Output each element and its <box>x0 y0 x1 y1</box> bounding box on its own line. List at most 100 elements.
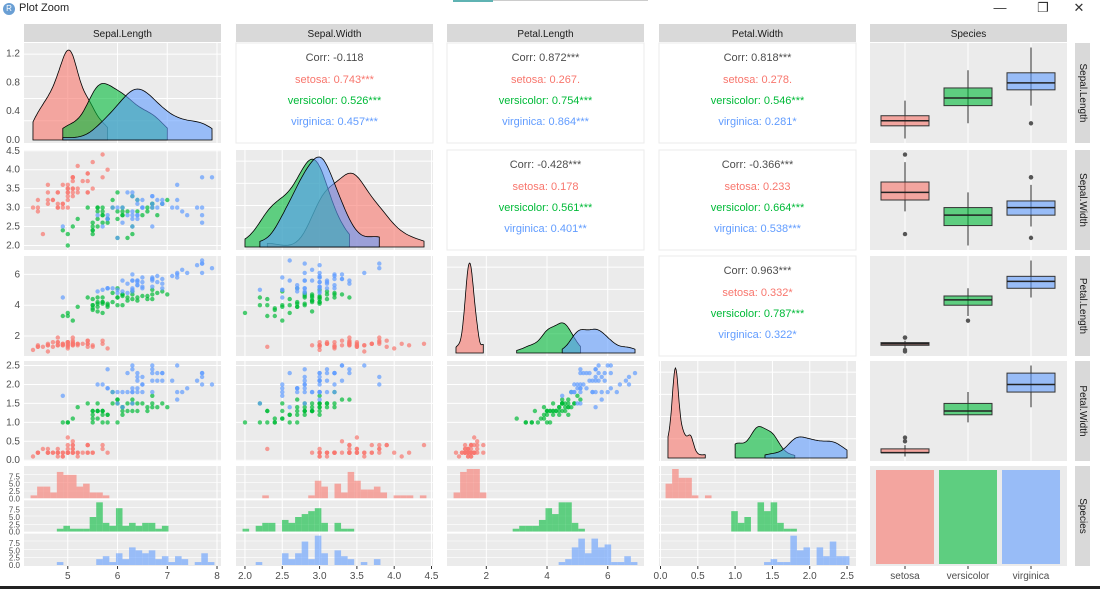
scatter-point-virginica <box>332 283 337 288</box>
scatter-point-setosa <box>406 343 412 348</box>
scatter-point-virginica <box>602 370 607 376</box>
scatter-point-virginica <box>150 367 155 372</box>
histogram-bar-setosa <box>50 492 57 499</box>
scatter-point-virginica <box>175 205 180 210</box>
scatter-point-versicolor <box>100 301 105 306</box>
scatter-point-versicolor <box>125 235 130 241</box>
scatter-point-versicolor <box>135 408 140 414</box>
x-tick-label: 4.0 <box>387 571 401 582</box>
histogram-bar-virginica <box>281 553 289 565</box>
scatter-point-versicolor <box>90 231 95 237</box>
histogram-bar-setosa <box>373 486 381 499</box>
y-tick-label: 7.5 <box>9 539 21 548</box>
scatter-point-versicolor <box>529 420 534 425</box>
histogram-bar-setosa <box>665 483 673 499</box>
scatter-point-setosa <box>70 178 76 184</box>
scatter-point-virginica <box>105 213 110 218</box>
y-tick-label: 0.0 <box>6 455 20 466</box>
scatter-point-versicolor <box>550 401 556 406</box>
scatter-point-virginica <box>332 286 337 291</box>
y-tick-label: 1.2 <box>6 49 20 60</box>
scatter-point-setosa <box>70 190 76 195</box>
scatter-point-setosa <box>65 442 71 448</box>
corr-versicolor: versicolor: 0.754*** <box>499 95 593 107</box>
scatter-point-versicolor <box>65 243 71 248</box>
scatter-point-setosa <box>369 442 374 448</box>
histogram-bar-virginica <box>571 547 579 565</box>
histogram-bar-setosa <box>334 483 342 499</box>
corr-versicolor: versicolor: 0.664*** <box>711 202 805 214</box>
scatter-point-setosa <box>70 335 76 340</box>
scatter-point-virginica <box>120 205 125 210</box>
histogram-bar-virginica <box>842 556 850 565</box>
histogram-bar-virginica <box>584 553 592 565</box>
corr-setosa: setosa: 0.743*** <box>295 74 375 86</box>
scatter-point-virginica <box>105 367 110 372</box>
x-tick-label: 4.5 <box>425 571 439 582</box>
scatter-point-setosa <box>85 341 90 346</box>
histogram-bar-versicolor <box>56 528 64 532</box>
scatter-point-setosa <box>65 340 71 345</box>
histogram-bar-virginica <box>288 559 296 565</box>
restore-button[interactable]: ❐ <box>1037 0 1049 15</box>
scatter-point-virginica <box>280 382 285 387</box>
scatter-point-setosa <box>468 442 474 448</box>
scatter-point-virginica <box>581 370 586 376</box>
minimize-button[interactable]: — <box>993 0 1007 15</box>
scatter-point-setosa <box>347 450 352 455</box>
scatter-point-virginica <box>593 374 598 380</box>
scatter-point-virginica <box>175 275 180 280</box>
scatter-point-versicolor <box>272 416 277 421</box>
scatter-point-virginica <box>347 370 352 376</box>
scatter-point-versicolor <box>339 292 345 297</box>
scatter-point-virginica <box>599 374 604 380</box>
scatter-point-versicolor <box>100 412 105 417</box>
scatter-point-setosa <box>40 344 46 349</box>
scatter-point-versicolor <box>135 209 140 214</box>
scatter-point-virginica <box>194 205 200 210</box>
scatter-point-setosa <box>362 343 367 348</box>
scatter-point-setosa <box>55 335 60 340</box>
scatter-point-virginica <box>581 382 586 387</box>
scatter-point-versicolor <box>287 296 292 302</box>
scatter-point-versicolor <box>272 307 277 313</box>
scatter-point-setosa <box>462 442 468 448</box>
scatter-point-versicolor <box>324 401 330 406</box>
scatter-point-versicolor <box>110 290 115 296</box>
scatter-point-virginica <box>135 283 140 288</box>
scatter-point-virginica <box>135 213 140 218</box>
scatter-point-setosa <box>70 186 76 191</box>
close-button[interactable]: ✕ <box>1073 0 1085 15</box>
histogram-bar-setosa <box>37 486 44 499</box>
scatter-point-virginica <box>130 278 135 283</box>
scatter-point-versicolor <box>75 216 80 222</box>
scatter-point-versicolor <box>287 310 292 316</box>
scatter-point-virginica <box>160 201 165 206</box>
scatter-point-setosa <box>362 450 367 455</box>
scatter-point-versicolor <box>557 412 562 417</box>
scatter-point-setosa <box>65 182 71 187</box>
scatter-point-versicolor <box>165 197 170 203</box>
scatter-point-setosa <box>384 338 389 343</box>
scatter-point-virginica <box>130 194 135 199</box>
scatter-point-setosa <box>317 446 322 452</box>
histogram-bar-virginica <box>175 556 182 565</box>
scatter-point-virginica <box>317 290 322 296</box>
histogram-bar-versicolor <box>102 522 110 532</box>
scatter-point-virginica <box>135 201 140 206</box>
scatter-point-virginica <box>130 209 135 214</box>
histogram-bar-versicolor <box>83 528 90 532</box>
histogram-bar-virginica <box>816 547 824 565</box>
scatter-point-setosa <box>332 450 337 455</box>
scatter-point-setosa <box>35 344 41 349</box>
histogram-bar-versicolor <box>565 502 572 532</box>
scatter-point-setosa <box>377 450 382 455</box>
scatter-point-virginica <box>199 374 205 380</box>
scatter-point-setosa <box>347 341 352 346</box>
scatter-point-virginica <box>295 286 300 291</box>
histogram-bar-setosa <box>102 495 110 499</box>
boxplot-outlier-versicolor <box>965 318 971 323</box>
scatter-point-virginica <box>60 224 65 229</box>
scatter-point-virginica <box>572 382 577 387</box>
scatter-point-virginica <box>295 289 300 294</box>
